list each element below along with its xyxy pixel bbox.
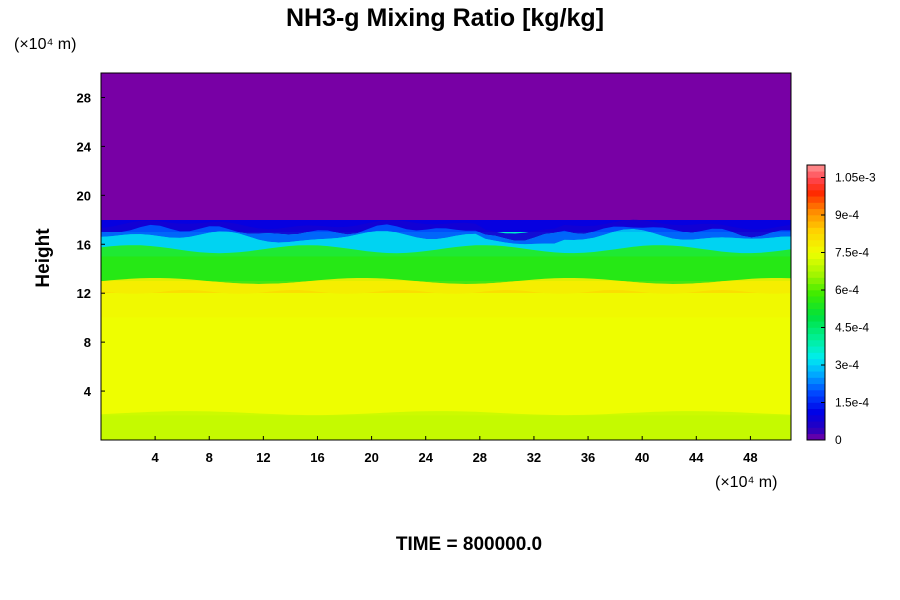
colorbar-band [807, 271, 825, 278]
colorbar-band [807, 346, 825, 353]
colorbar-tick-label: 0 [835, 433, 842, 447]
x-tick-label: 12 [256, 450, 270, 465]
colorbar-band [807, 315, 825, 322]
y-tick-label: 8 [84, 335, 91, 350]
colorbar-band [807, 358, 825, 366]
yellow-orange-band [101, 278, 791, 294]
y-tick-label: 20 [77, 188, 91, 203]
green-band [101, 245, 791, 284]
colorbar-band [807, 240, 825, 247]
colorbar-band [807, 371, 825, 378]
x-tick-label: 28 [473, 450, 487, 465]
chart-title: NH3-g Mixing Ratio [kg/kg] [286, 4, 604, 32]
colorbar-band [807, 252, 825, 260]
colorbar-band [807, 283, 825, 291]
colorbar-band [807, 396, 825, 403]
plot-area [100, 72, 792, 441]
y-tick-label: 4 [84, 384, 92, 399]
cyan-band [101, 228, 791, 254]
colorbar-band [807, 215, 825, 222]
colorbar-band [807, 308, 825, 316]
lower-green-yellow-band [101, 411, 791, 440]
colorbar-band [807, 258, 825, 266]
x-tick-label: 44 [689, 450, 704, 465]
y-tick-label: 24 [77, 139, 92, 154]
y-tick-label: 28 [77, 90, 91, 105]
colorbar-band [807, 340, 825, 347]
colorbar-band [807, 327, 825, 335]
colorbar-band [807, 383, 825, 391]
x-axis-unit: (×10⁴ m) [715, 474, 777, 491]
x-tick-label: 36 [581, 450, 595, 465]
colorbar-band [807, 177, 825, 185]
colorbar: 0 1.5e-4 3e-4 4.5e-4 6e-4 7.5e-4 9e-4 1.05e-3 [806, 164, 876, 447]
x-axis-ticks: 4 8 12 16 20 24 28 32 36 40 44 48 [152, 436, 758, 465]
colorbar-band [807, 221, 825, 228]
y-axis-label: Height [33, 228, 54, 288]
colorbar-band [807, 265, 825, 272]
colorbar-band [807, 365, 825, 372]
colorbar-band [807, 408, 825, 416]
colorbar-tick-label: 4.5e-4 [835, 321, 869, 335]
x-tick-label: 48 [743, 450, 757, 465]
colorbar-band [807, 165, 825, 172]
colorbar-tick-label: 1.5e-4 [835, 396, 869, 410]
colorbar-band [807, 171, 825, 178]
y-tick-label: 12 [77, 286, 91, 301]
colorbar-tick-label: 6e-4 [835, 283, 859, 297]
top-interface-dark-blue [101, 219, 791, 241]
y-tick-label: 16 [77, 237, 91, 252]
x-tick-label: 40 [635, 450, 649, 465]
plot-frame [100, 72, 792, 441]
colorbar-band [807, 333, 825, 341]
colorbar-band [807, 190, 825, 197]
y-axis-unit: (×10⁴ m) [14, 36, 76, 53]
colorbar-band [807, 208, 825, 216]
time-caption: TIME = 800000.0 [396, 534, 542, 555]
colorbar-tick-label: 3e-4 [835, 358, 859, 372]
colorbar-tick-label: 1.05e-3 [835, 171, 876, 185]
colorbar-band [807, 227, 825, 235]
colorbar-band [807, 246, 825, 253]
y-axis-ticks: 4 8 12 16 20 24 28 [77, 90, 105, 399]
colorbar-band [807, 290, 825, 297]
x-tick-label: 32 [527, 450, 541, 465]
colorbar-tick-label: 7.5e-4 [835, 246, 869, 260]
colorbar-band [807, 183, 825, 191]
colorbar-band [807, 202, 825, 210]
colorbar-tick-label: 9e-4 [835, 208, 859, 222]
colorbar-band [807, 427, 825, 435]
colorbar-band [807, 415, 825, 422]
colorbar-band [807, 196, 825, 203]
colorbar-band [807, 402, 825, 410]
colorbar-band [807, 233, 825, 241]
colorbar-band [807, 296, 825, 303]
x-tick-label: 8 [206, 450, 213, 465]
interface-blue-band [101, 224, 791, 245]
colorbar-band [807, 433, 825, 441]
colorbar-frame [806, 164, 826, 441]
x-tick-label: 4 [152, 450, 160, 465]
x-tick-label: 24 [418, 450, 433, 465]
colorbar-band [807, 352, 825, 360]
colorbar-band [807, 377, 825, 385]
colorbar-band [807, 302, 825, 310]
colorbar-band [807, 390, 825, 397]
colorbar-band [807, 321, 825, 328]
x-tick-label: 16 [310, 450, 324, 465]
x-tick-label: 20 [364, 450, 378, 465]
colorbar-band [807, 421, 825, 428]
colorbar-band [807, 277, 825, 285]
